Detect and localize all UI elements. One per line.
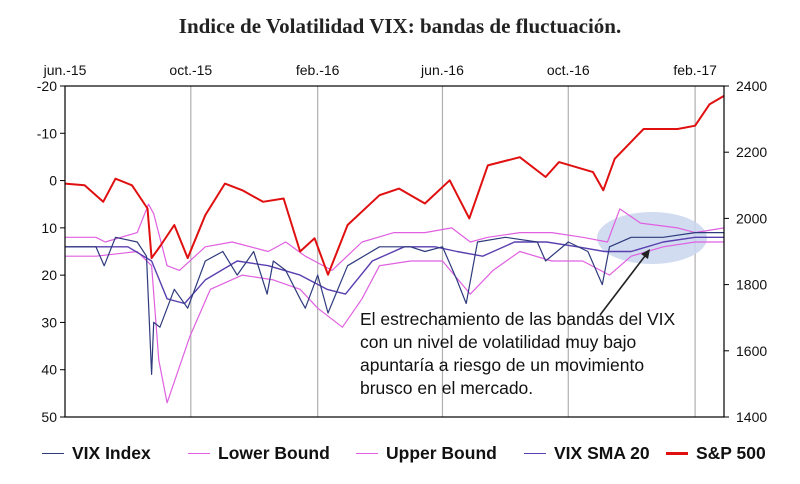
y-left-tick-label: 20 <box>41 267 57 283</box>
y-left-tick-label: 50 <box>41 409 57 425</box>
legend-swatch <box>524 453 546 454</box>
y-right-tick-label: 2000 <box>736 210 767 226</box>
axes: jun.-15 oct.-15 feb.-16 jun.-16 oct.-16 feb.-… <box>37 62 768 425</box>
series-line-s-p-500 <box>64 95 725 276</box>
y-left-tick-label: -20 <box>37 78 57 94</box>
legend-label: VIX Index <box>72 443 151 463</box>
annotation-line: apuntaría a riesgo de un movimiento <box>360 355 645 375</box>
chart-title: Indice de Volatilidad VIX: bandas de flu… <box>178 14 622 38</box>
annotation-line: brusco en el mercado. <box>360 378 534 398</box>
annotation-line: El estrechamiento de las bandas del VIX <box>360 309 676 329</box>
annotation-arrowhead <box>641 249 650 259</box>
y-right-tick-label: 1400 <box>736 409 767 425</box>
legend-item-sp500: S&P 500 <box>666 443 766 464</box>
annotation-arrow <box>599 251 649 316</box>
legend-label: Upper Bound <box>386 443 497 463</box>
series-line-lower-bound <box>65 241 724 404</box>
legend-item-lower-bound: Lower Bound <box>188 443 330 464</box>
series-line-upper-bound <box>65 203 725 271</box>
plot-frame <box>64 85 725 418</box>
y-right-tick-label: 1600 <box>736 343 767 359</box>
legend-label: VIX SMA 20 <box>554 443 650 463</box>
series-layer <box>64 95 725 404</box>
y-left-tick-label: -10 <box>37 125 57 141</box>
x-tick-label: jun.-16 <box>420 62 464 78</box>
legend-item-upper-bound: Upper Bound <box>356 443 497 464</box>
x-tick-label: oct.-15 <box>169 62 212 78</box>
y-left-tick-label: 10 <box>41 220 57 236</box>
legend: VIX Index Lower Bound Upper Bound VIX SM… <box>0 435 800 475</box>
legend-swatch <box>188 453 210 454</box>
legend-label: Lower Bound <box>218 443 330 463</box>
legend-label: S&P 500 <box>696 443 766 463</box>
series-line-vix-sma-20 <box>65 236 724 305</box>
legend-swatch <box>356 453 378 454</box>
annotation-line: con un nivel de volatilidad muy bajo <box>360 332 637 352</box>
y-left-tick-label: 40 <box>41 362 57 378</box>
series-line-vix-index <box>65 232 724 375</box>
legend-item-vix-sma-20: VIX SMA 20 <box>524 443 650 464</box>
legend-swatch <box>666 452 688 455</box>
legend-item-vix-index: VIX Index <box>42 443 151 464</box>
y-right-tick-label: 1800 <box>736 277 767 293</box>
y-right-tick-label: 2200 <box>736 144 767 160</box>
legend-swatch <box>42 453 64 454</box>
x-tick-label: oct.-16 <box>547 62 590 78</box>
x-tick-label: feb.-16 <box>296 62 340 78</box>
y-left-tick-label: 30 <box>41 314 57 330</box>
y-right-tick-label: 2400 <box>736 78 767 94</box>
y-left-tick-label: 0 <box>49 173 57 189</box>
annotation-text: El estrechamiento de las bandas del VIX … <box>360 308 730 400</box>
x-tick-label: feb.-17 <box>673 62 717 78</box>
x-tick-label: jun.-15 <box>43 62 87 78</box>
